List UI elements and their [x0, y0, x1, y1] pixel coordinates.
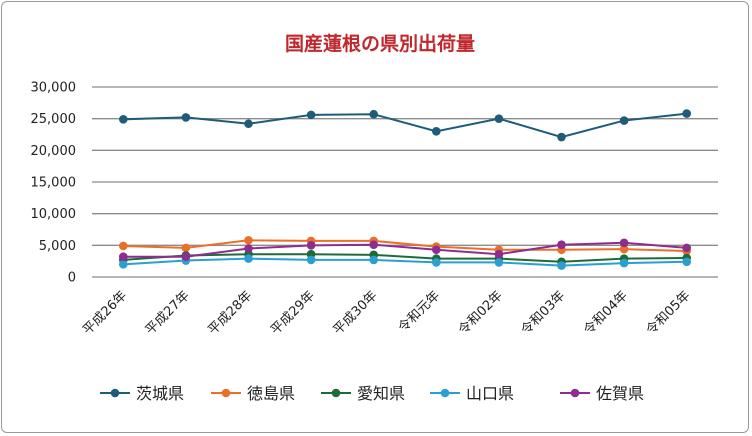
- legend-item: 徳島県: [211, 384, 295, 403]
- data-point: [494, 249, 504, 259]
- legend-marker: [221, 388, 231, 398]
- x-tick-label: 令和04年: [581, 288, 631, 338]
- x-tick-label: 平成26年: [80, 288, 130, 338]
- y-tick-label: 20,000: [31, 144, 77, 159]
- legend-marker: [110, 388, 120, 398]
- data-point: [432, 258, 441, 267]
- legend-marker: [331, 388, 341, 398]
- y-axis-ticks: 0 5,000 10,000 15,000 20,000 25,000 30,000: [31, 81, 77, 286]
- x-axis-ticks: 平成26年 平成27年 平成28年 平成29年 平成30年 令和元年 令和02年 令和03年令…: [80, 288, 693, 338]
- data-point: [306, 255, 316, 265]
- data-point: [619, 116, 629, 125]
- data-point: [682, 109, 691, 118]
- data-point: [494, 114, 504, 123]
- chart-title: 国産蓮根の県別出荷量: [285, 32, 475, 55]
- grid-lines: [92, 86, 718, 278]
- series-line: [123, 241, 687, 258]
- legend-label: 茨城県: [136, 384, 184, 403]
- data-point: [244, 119, 253, 129]
- series-line: [123, 112, 687, 139]
- legend-label: 佐賀県: [596, 384, 644, 403]
- x-tick-label: 令和02年: [456, 288, 506, 338]
- data-point: [369, 109, 379, 119]
- y-tick-label: 0: [68, 271, 76, 286]
- x-tick-label: 令和元年: [396, 288, 443, 335]
- data-point: [181, 252, 191, 262]
- y-tick-label: 25,000: [31, 112, 77, 127]
- legend: 茨城県 徳島県 愛知県 山口県 佐賀県: [100, 384, 644, 403]
- legend-item: 茨城県: [100, 384, 184, 403]
- y-tick-label: 15,000: [31, 176, 77, 191]
- legend-label: 徳島県: [247, 384, 295, 403]
- legend-label: 愛知県: [357, 384, 405, 403]
- legend-marker: [570, 388, 580, 398]
- data-point: [119, 115, 128, 124]
- x-tick-label: 平成29年: [268, 288, 318, 338]
- series-山口県: [119, 254, 691, 270]
- series-茨城県: [119, 109, 691, 142]
- data-point: [119, 241, 128, 251]
- data-point: [369, 255, 379, 265]
- data-point: [306, 110, 316, 120]
- data-point: [682, 257, 691, 267]
- series-line: [123, 239, 687, 253]
- data-point: [432, 127, 441, 136]
- legend-item: 佐賀県: [560, 384, 644, 403]
- data-point: [619, 244, 629, 254]
- data-point: [619, 238, 629, 248]
- x-tick-label: 平成28年: [205, 288, 255, 338]
- data-point: [119, 252, 128, 262]
- data-point: [181, 243, 191, 253]
- data-point: [557, 132, 566, 142]
- data-point: [306, 241, 316, 250]
- data-point: [244, 244, 253, 253]
- data-point: [369, 240, 379, 249]
- data-point: [181, 113, 191, 122]
- legend-item: 山口県: [430, 384, 514, 403]
- data-point: [244, 254, 253, 263]
- y-tick-label: 30,000: [31, 81, 77, 96]
- data-point: [432, 245, 441, 255]
- data-point: [557, 261, 566, 270]
- x-tick-label: 令和05年: [644, 288, 694, 338]
- x-tick-label: 平成27年: [143, 288, 193, 338]
- series-佐賀県: [119, 238, 691, 262]
- x-tick-label: 令和03年: [518, 288, 568, 338]
- y-tick-label: 10,000: [31, 207, 77, 222]
- data-point: [557, 240, 566, 249]
- data-point: [619, 258, 629, 268]
- legend-marker: [440, 388, 450, 398]
- series-group: [119, 109, 691, 270]
- series-line: [123, 257, 687, 267]
- y-tick-label: 5,000: [39, 239, 76, 254]
- series-line: [123, 253, 687, 263]
- data-point: [119, 260, 128, 269]
- data-point: [682, 243, 691, 253]
- data-point: [244, 235, 253, 245]
- legend-label: 山口県: [466, 384, 514, 403]
- data-point: [494, 258, 504, 267]
- legend-item: 愛知県: [321, 384, 405, 403]
- x-tick-label: 平成30年: [331, 288, 381, 338]
